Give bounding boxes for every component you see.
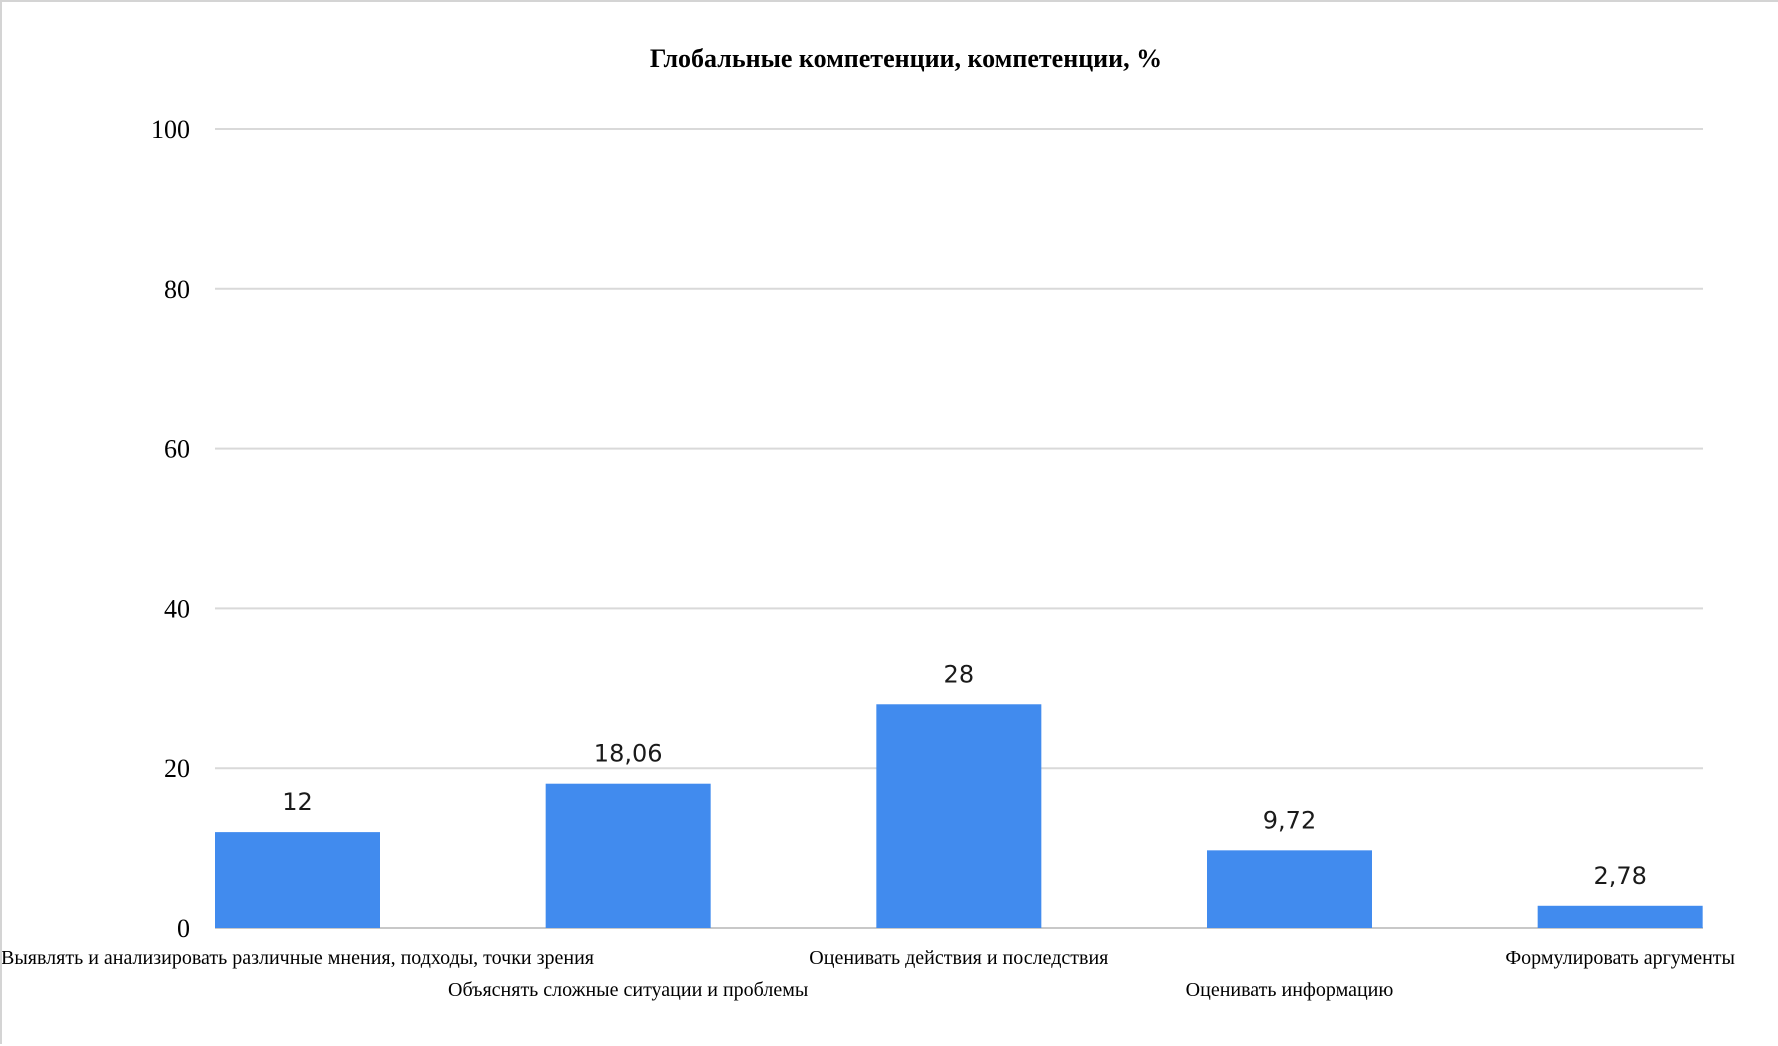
y-tick-label: 40 bbox=[164, 594, 190, 623]
bar bbox=[545, 783, 711, 928]
bar bbox=[1207, 850, 1372, 928]
bar bbox=[1537, 905, 1703, 928]
data-label: 18,06 bbox=[594, 740, 663, 768]
bar bbox=[215, 832, 380, 928]
data-label: 2,78 bbox=[1593, 862, 1646, 890]
x-tick-label: Формулировать аргументы bbox=[1505, 947, 1735, 969]
data-label: 12 bbox=[282, 788, 313, 816]
x-axis-ticks: Выявлять и анализировать различные мнени… bbox=[2, 947, 1735, 1001]
bars bbox=[215, 704, 1703, 928]
y-axis-ticks: 0 20 40 60 80 100 bbox=[151, 115, 190, 943]
x-tick-label: Объяснять сложные ситуации и проблемы bbox=[448, 979, 808, 1001]
bar bbox=[876, 704, 1042, 928]
chart-title: Глобальные компетенции, компетенции, % bbox=[650, 44, 1162, 73]
y-tick-label: 60 bbox=[164, 435, 190, 464]
y-tick-label: 0 bbox=[177, 914, 190, 943]
data-label: 28 bbox=[944, 660, 975, 688]
data-label: 9,72 bbox=[1263, 806, 1316, 834]
y-tick-label: 20 bbox=[164, 754, 190, 783]
x-tick-label: Выявлять и анализировать различные мнени… bbox=[2, 947, 594, 969]
y-tick-label: 100 bbox=[151, 115, 190, 144]
x-tick-label: Оценивать действия и последствия bbox=[809, 947, 1108, 969]
data-labels: 12 18,06 28 9,72 2,78 bbox=[282, 660, 1647, 890]
y-tick-label: 80 bbox=[164, 275, 190, 304]
gridlines bbox=[215, 128, 1703, 929]
x-tick-label: Оценивать информацию bbox=[1186, 979, 1394, 1001]
